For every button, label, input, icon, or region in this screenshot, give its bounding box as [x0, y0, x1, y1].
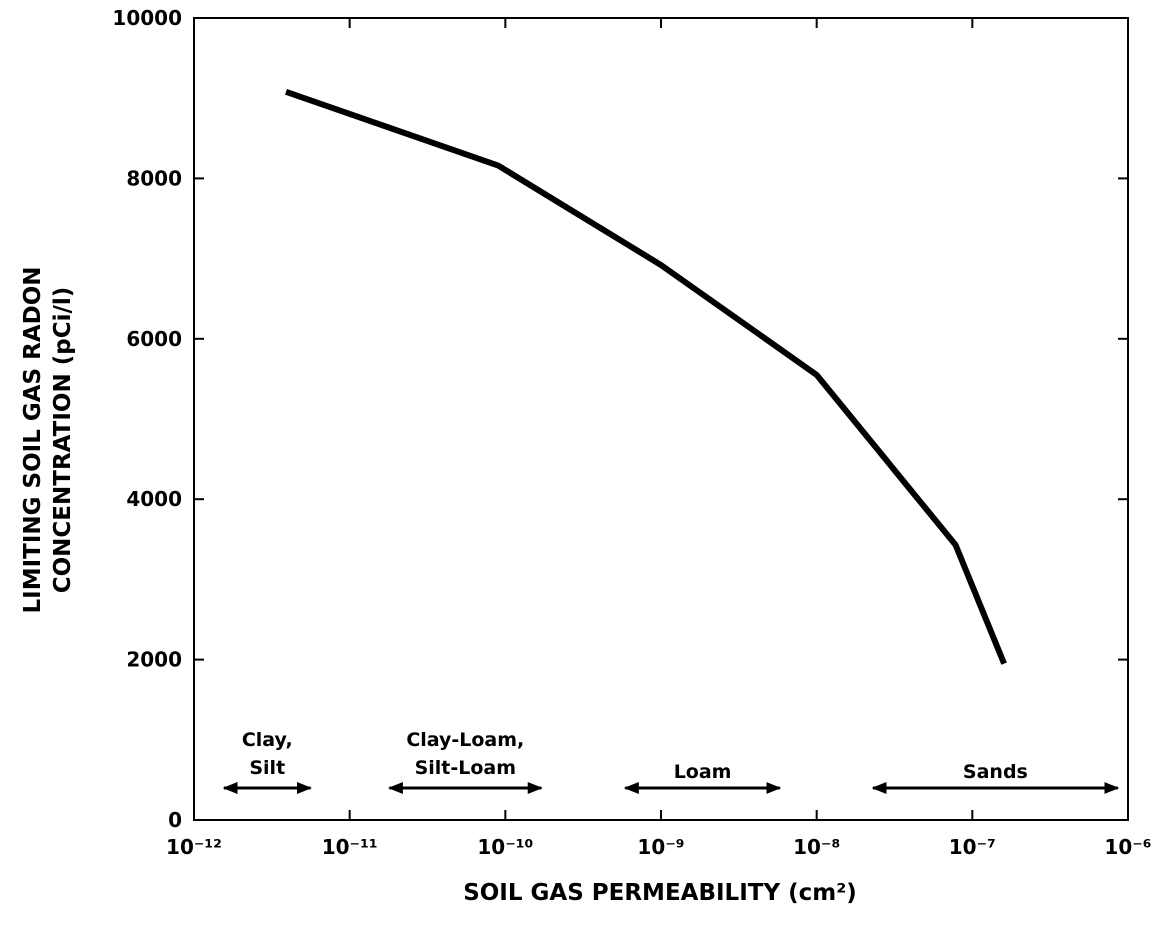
data-line — [285, 88, 1007, 665]
y-tick-label: 2000 — [126, 648, 182, 672]
x-tick-label: 10⁻¹¹ — [322, 835, 378, 859]
y-tick-label: 6000 — [126, 327, 182, 351]
x-tick-label: 10⁻¹² — [166, 835, 222, 859]
y-tick-label: 10000 — [112, 6, 182, 30]
y-axis-label: CONCENTRATION (pCi/l) — [50, 287, 76, 594]
x-tick-label: 10⁻⁶ — [1104, 835, 1151, 859]
region-label: Sands — [963, 761, 1028, 783]
x-tick-label: 10⁻⁷ — [949, 835, 996, 859]
x-tick-label: 10⁻⁸ — [793, 835, 840, 859]
y-tick-label: 4000 — [126, 487, 182, 511]
plot-frame — [193, 17, 1129, 821]
x-tick-label: 10⁻¹⁰ — [477, 835, 533, 859]
x-tick-label: 10⁻⁹ — [637, 835, 684, 859]
region-label: Clay, — [242, 729, 293, 751]
region-label: Silt-Loam — [415, 757, 516, 779]
y-tick-label: 8000 — [126, 166, 182, 190]
y-tick-label: 0 — [168, 808, 182, 832]
region-label: Clay-Loam, — [406, 729, 524, 751]
region-label: Loam — [674, 761, 732, 783]
y-axis-label: LIMITING SOIL GAS RADON — [20, 266, 46, 613]
region-label: Silt — [249, 757, 285, 779]
x-axis-label: SOIL GAS PERMEABILITY (cm²) — [463, 880, 857, 906]
